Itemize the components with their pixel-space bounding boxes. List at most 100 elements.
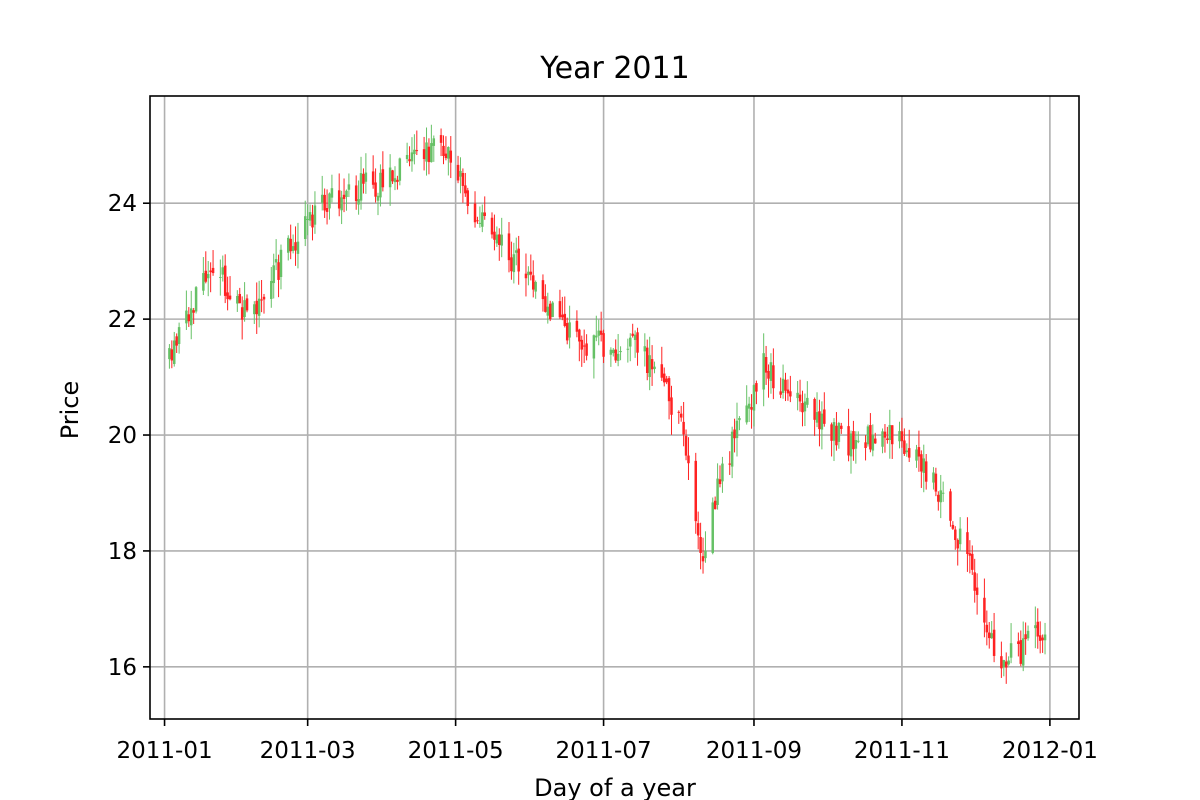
candle-body-226 [934, 473, 938, 492]
candle-body-258 [1041, 637, 1044, 641]
candle-body-143 [650, 359, 654, 370]
candle-body-246 [1002, 660, 1006, 668]
candle-body-125 [592, 335, 596, 359]
candle-body-192 [818, 411, 821, 430]
candle-body-120 [575, 320, 579, 332]
candle-body-96 [493, 231, 496, 240]
candle-body-241 [985, 624, 989, 633]
candle-body-12 [206, 273, 210, 279]
candle-body-148 [667, 378, 671, 402]
candle-body-69 [398, 158, 402, 181]
candle-body-134 [619, 350, 622, 353]
candle-body-202 [852, 431, 855, 450]
candle-body-195 [830, 424, 833, 441]
candle-body-119 [568, 322, 571, 338]
x-tick-label-5: 2011-11 [854, 738, 950, 764]
candle-body-54 [347, 184, 351, 190]
candle-body-97 [495, 234, 499, 244]
candle-body-229 [941, 492, 945, 494]
candle-body-157 [699, 536, 702, 553]
y-tick-label-0: 16 [108, 655, 137, 681]
candle-body-248 [1007, 660, 1010, 665]
candle-body-174 [755, 383, 758, 392]
candle-body-78 [430, 143, 433, 163]
candle-body-27 [257, 298, 261, 316]
candle-body-109 [534, 282, 537, 292]
candle-body-162 [716, 478, 719, 505]
candle-body-254 [1026, 630, 1030, 639]
candle-body-138 [633, 334, 637, 341]
x-tick-label-4: 2011-09 [706, 738, 802, 764]
candle-body-204 [857, 440, 860, 442]
candle-body-182 [784, 379, 787, 391]
candle-body-112 [546, 306, 550, 316]
candle-body-218 [905, 450, 909, 453]
candle-body-91 [476, 220, 479, 222]
y-tick-label-1: 18 [108, 539, 137, 565]
candle-body-170 [745, 405, 748, 423]
candle-body-115 [558, 301, 562, 318]
candle-body-233 [956, 539, 959, 549]
candle-body-46 [323, 194, 326, 211]
y-tick-label-2: 20 [108, 423, 137, 449]
candle-body-84 [449, 150, 453, 163]
candle-body-135 [626, 348, 630, 350]
candle-body-163 [718, 479, 722, 485]
candle-body-139 [636, 332, 639, 353]
candle-body-152 [682, 421, 685, 435]
candle-body-23 [243, 300, 246, 318]
candle-body-85 [456, 164, 460, 181]
candle-body-9 [194, 287, 198, 312]
candle-body-167 [733, 429, 736, 439]
candle-body-216 [900, 431, 904, 442]
candle-body-55 [354, 185, 358, 202]
candle-body-79 [432, 138, 436, 146]
candle-body-199 [840, 425, 843, 429]
candle-body-41 [306, 218, 309, 220]
candle-body-231 [951, 524, 955, 529]
candle-body-58 [362, 173, 365, 184]
candle-body-64 [381, 169, 385, 188]
x-axis-label: Day of a year [534, 774, 696, 800]
candle-body-18 [226, 292, 229, 300]
candle-body-198 [837, 423, 841, 442]
candle-body-22 [240, 307, 244, 320]
candle-body-52 [342, 194, 346, 199]
candle-body-94 [483, 212, 486, 216]
candle-body-123 [582, 345, 586, 347]
candle-body-133 [616, 353, 620, 361]
candle-body-242 [988, 632, 991, 639]
candle-body-107 [529, 271, 533, 275]
candle-body-74 [415, 150, 419, 152]
candle-body-156 [696, 523, 700, 536]
candle-body-220 [915, 449, 918, 461]
candle-body-113 [548, 303, 552, 320]
candle-body-164 [721, 463, 724, 482]
candle-body-256 [1036, 621, 1040, 637]
candle-body-232 [954, 529, 957, 541]
candle-body-1 [170, 349, 174, 361]
candle-body-93 [481, 212, 484, 227]
candle-body-252 [1021, 638, 1025, 666]
candle-body-101 [510, 257, 513, 272]
candle-body-188 [803, 401, 807, 412]
candle-body-150 [677, 411, 681, 413]
candle-body-36 [289, 238, 292, 252]
candle-body-250 [1017, 641, 1020, 645]
candle-body-81 [442, 145, 445, 157]
candle-body-32 [274, 259, 278, 263]
candle-body-99 [500, 234, 503, 246]
candle-body-75 [422, 149, 426, 160]
candle-body-211 [883, 431, 887, 438]
candle-body-48 [328, 193, 331, 209]
candle-body-130 [609, 349, 613, 355]
candle-body-124 [585, 343, 588, 356]
x-tick-label-6: 2012-01 [1002, 738, 1098, 764]
candle-body-132 [614, 349, 617, 361]
candle-body-259 [1043, 634, 1047, 641]
candle-body-230 [949, 491, 952, 521]
candle-body-111 [544, 296, 547, 312]
candle-body-207 [869, 425, 872, 450]
candle-body-117 [563, 313, 567, 326]
